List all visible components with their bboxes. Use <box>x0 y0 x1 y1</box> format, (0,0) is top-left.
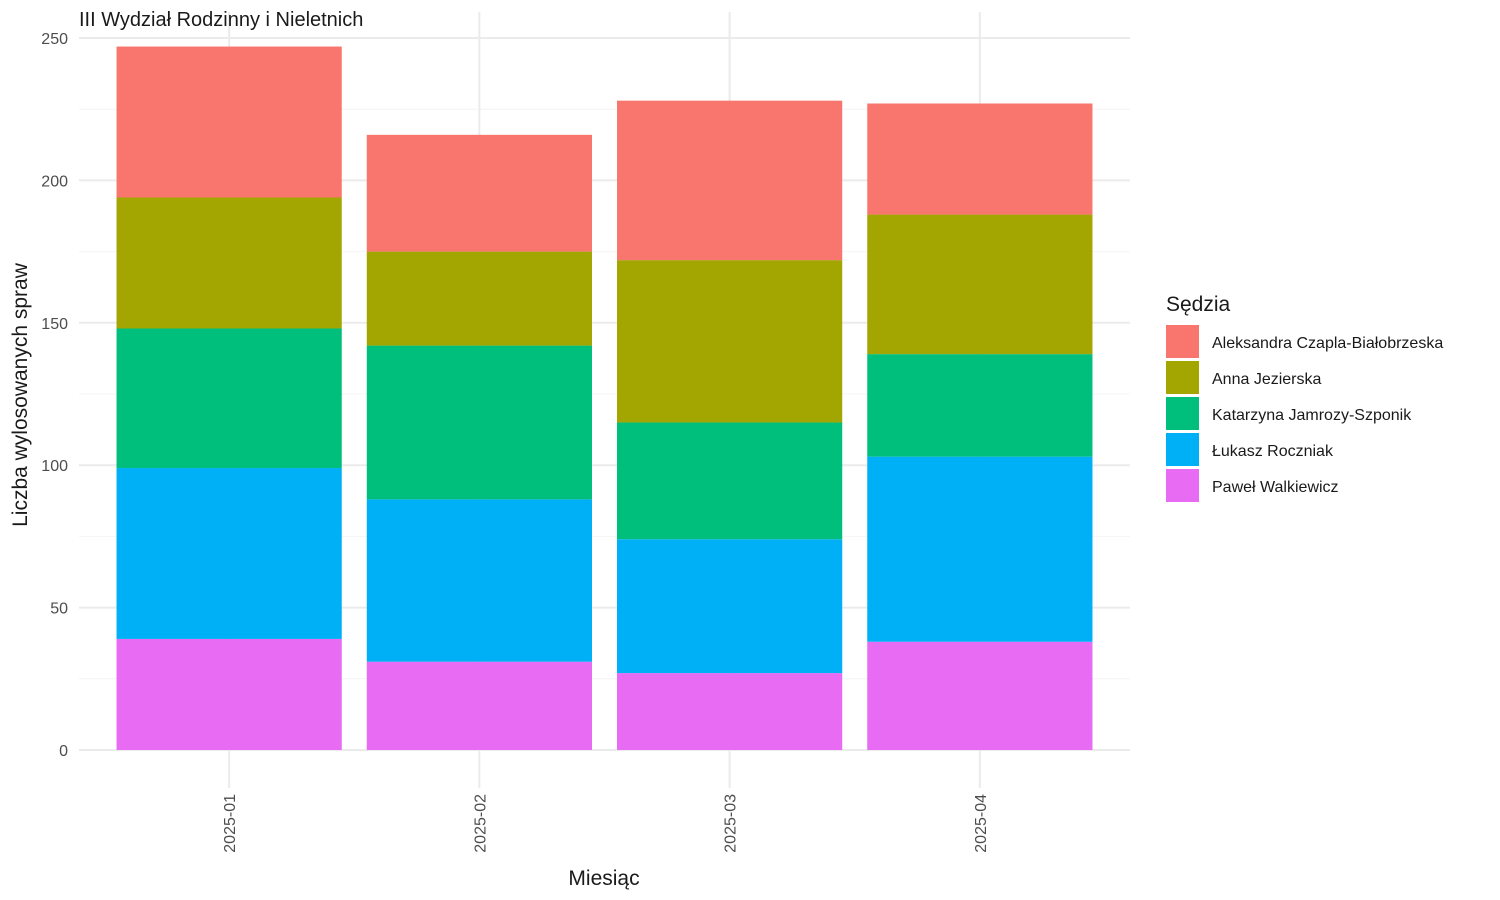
bar-segment <box>867 354 1093 457</box>
legend-label: Łukasz Roczniak <box>1212 443 1334 460</box>
bar-segment <box>366 251 592 346</box>
bar-segment <box>617 673 843 750</box>
bar-segment <box>617 539 843 674</box>
y-tick-label: 150 <box>41 316 68 333</box>
bar-segment <box>366 134 592 252</box>
legend-label: Katarzyna Jamrozy-Szponik <box>1212 407 1412 424</box>
legend-swatch <box>1166 325 1199 358</box>
legend-label: Aleksandra Czapla-Białobrzeska <box>1212 335 1443 352</box>
bar-segment <box>867 214 1093 355</box>
bar-segment <box>366 661 592 750</box>
legend-title: Sędzia <box>1166 293 1231 316</box>
x-axis-title: Miesiąc <box>568 867 639 890</box>
legend: Sędzia Aleksandra Czapla-Białobrzeska Ann… <box>1166 293 1443 502</box>
y-tick-label: 250 <box>41 31 68 48</box>
bar-segment <box>617 260 843 423</box>
bar-segment <box>366 345 592 500</box>
bar-segment <box>116 468 342 639</box>
legend-swatch <box>1166 397 1199 430</box>
y-tick-label: 100 <box>41 458 68 475</box>
x-tick-label: 2025-01 <box>222 794 239 853</box>
bar-segment <box>867 456 1093 642</box>
bar-segment <box>867 103 1093 215</box>
x-tick-label: 2025-02 <box>472 794 489 853</box>
bar-segment <box>116 328 342 469</box>
bar-segment <box>366 499 592 662</box>
chart-title: III Wydział Rodzinny i Nieletnich <box>79 9 363 31</box>
y-axis-ticks: 0 50 100 150 200 250 <box>41 31 68 760</box>
bars <box>116 46 1093 750</box>
legend-swatch <box>1166 469 1199 502</box>
legend-swatch <box>1166 433 1199 466</box>
bar-segment <box>116 46 342 198</box>
legend-swatch <box>1166 361 1199 394</box>
y-axis-title: Liczba wylosowanych spraw <box>9 262 32 527</box>
y-tick-label: 0 <box>59 743 68 760</box>
bar-segment <box>116 197 342 329</box>
bar-segment <box>617 100 843 261</box>
bar-segment <box>116 638 342 750</box>
legend-label: Anna Jezierska <box>1212 371 1321 388</box>
x-tick-label: 2025-03 <box>723 794 740 853</box>
legend-label: Paweł Walkiewicz <box>1212 479 1339 496</box>
y-tick-label: 50 <box>50 601 68 618</box>
bar-segment <box>617 422 843 540</box>
legend-items: Aleksandra Czapla-Białobrzeska Anna Jezie… <box>1166 325 1443 502</box>
x-tick-label: 2025-04 <box>973 794 990 853</box>
y-tick-label: 200 <box>41 173 68 190</box>
bar-segment <box>867 641 1093 750</box>
x-axis-ticks: 2025-01 2025-02 2025-03 2025-04 <box>222 794 990 853</box>
